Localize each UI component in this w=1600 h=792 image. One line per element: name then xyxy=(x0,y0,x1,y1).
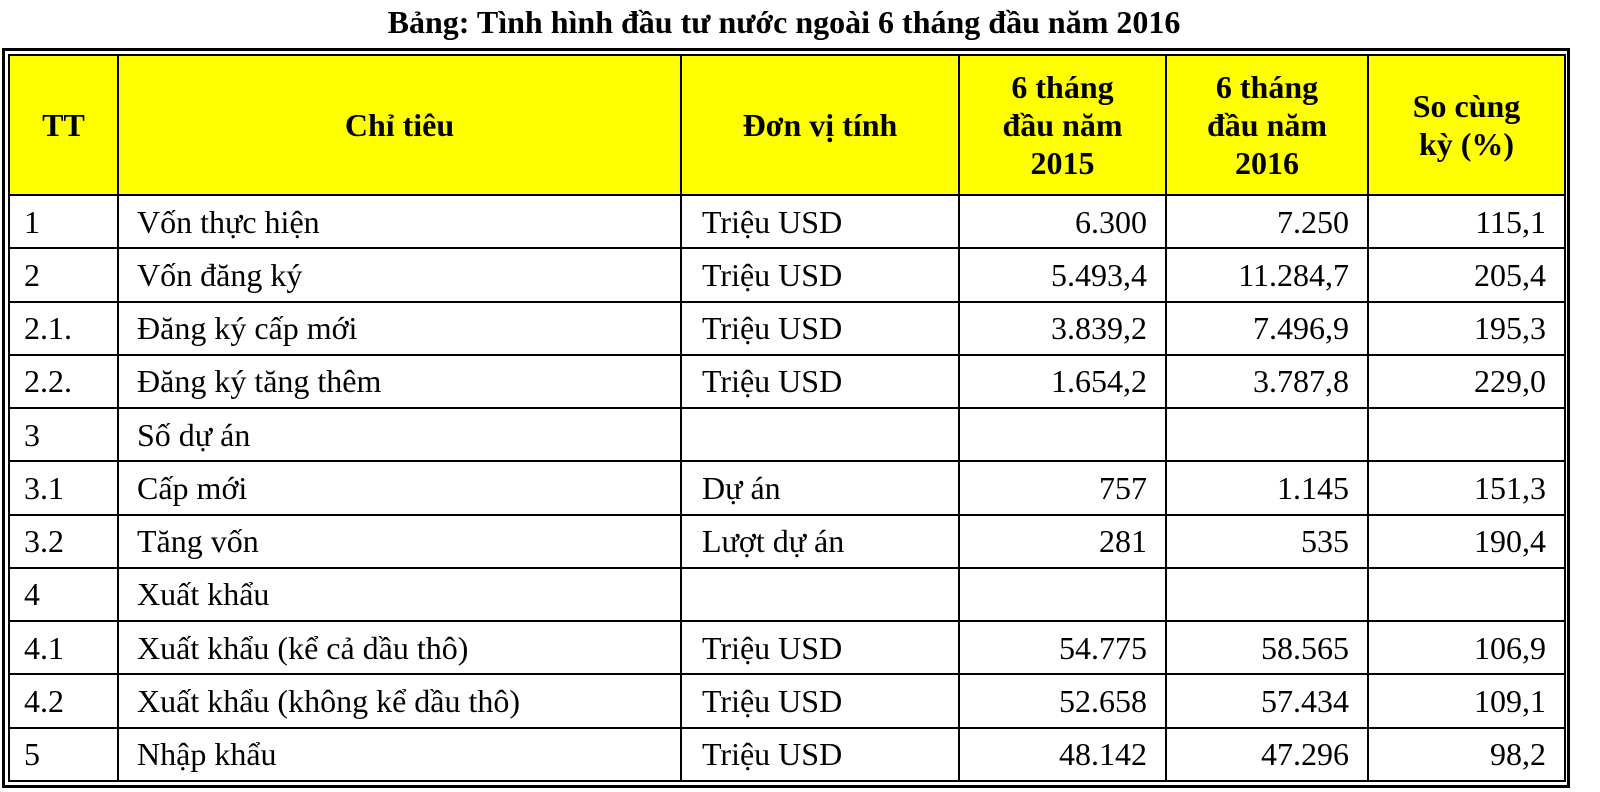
table-row: 2 Vốn đăng ký Triệu USD 5.493,4 11.284,7 205,… xyxy=(8,247,1566,303)
cell-unit: Triệu USD xyxy=(680,247,960,303)
cell-unit: Lượt dự án xyxy=(680,513,960,569)
cell-tt: 4.2 xyxy=(8,673,119,729)
cell-unit: Triệu USD xyxy=(680,300,960,356)
cell-tt: 2 xyxy=(8,247,119,303)
cell-unit: Triệu USD xyxy=(680,620,960,676)
cell-tt: 2.1. xyxy=(8,300,119,356)
cell-v2015: 5.493,4 xyxy=(958,247,1167,303)
cell-v2015: 1.654,2 xyxy=(958,353,1167,410)
header-2016-line: 6 tháng xyxy=(1215,69,1319,105)
header-tt: TT xyxy=(8,54,119,196)
cell-tt: 5 xyxy=(8,726,119,783)
cell-v2016: 535 xyxy=(1165,513,1369,569)
cell-yoy: 229,0 xyxy=(1367,353,1566,410)
header-2016: 6 tháng đầu năm 2016 xyxy=(1165,54,1369,196)
table-row: 4.1 Xuất khẩu (kể cả dầu thô) Triệu USD 54.… xyxy=(8,620,1566,676)
header-yoy-line: kỳ (%) xyxy=(1418,126,1515,162)
cell-v2015: 54.775 xyxy=(958,620,1167,676)
header-2016-line: 2016 xyxy=(1235,145,1299,181)
header-2016-line: đầu năm xyxy=(1206,107,1328,143)
table-row: 2.1. Đăng ký cấp mới Triệu USD 3.839,2 7.496… xyxy=(8,300,1566,356)
cell-tt: 2.2. xyxy=(8,353,119,410)
cell-v2015: 3.839,2 xyxy=(958,300,1167,356)
cell-unit xyxy=(680,566,960,623)
cell-tt: 4 xyxy=(8,566,119,623)
cell-v2016: 7.250 xyxy=(1165,193,1369,250)
header-2015-line: đầu năm xyxy=(1002,107,1123,143)
cell-indicator: Vốn đăng ký xyxy=(117,247,682,303)
cell-yoy xyxy=(1367,566,1566,623)
cell-v2015 xyxy=(958,566,1167,623)
cell-v2015 xyxy=(958,407,1167,463)
cell-v2016 xyxy=(1165,566,1369,623)
cell-unit: Dự án xyxy=(680,460,960,516)
table-frame: TT Chỉ tiêu Đơn vị tính 6 tháng đầu năm 20… xyxy=(2,48,1570,788)
cell-v2016: 1.145 xyxy=(1165,460,1369,516)
cell-v2016: 11.284,7 xyxy=(1165,247,1369,303)
table-row: 4.2 Xuất khẩu (không kể dầu thô) Triệu USD… xyxy=(8,673,1566,729)
cell-indicator: Tăng vốn xyxy=(117,513,682,569)
cell-v2016: 58.565 xyxy=(1165,620,1369,676)
table-row: 3.2 Tăng vốn Lượt dự án 281 535 190,4 xyxy=(8,513,1566,569)
cell-unit: Triệu USD xyxy=(680,726,960,783)
header-indicator: Chỉ tiêu xyxy=(117,54,682,196)
table-row: 4 Xuất khẩu xyxy=(8,566,1566,623)
cell-yoy: 205,4 xyxy=(1367,247,1566,303)
investment-table: TT Chỉ tiêu Đơn vị tính 6 tháng đầu năm 20… xyxy=(8,54,1566,783)
cell-v2016: 47.296 xyxy=(1165,726,1369,783)
table-row: 1 Vốn thực hiện Triệu USD 6.300 7.250 115,1 xyxy=(8,193,1566,250)
table-row: 3.1 Cấp mới Dự án 757 1.145 151,3 xyxy=(8,460,1566,516)
cell-v2016 xyxy=(1165,407,1369,463)
cell-unit xyxy=(680,407,960,463)
cell-yoy: 190,4 xyxy=(1367,513,1566,569)
cell-yoy xyxy=(1367,407,1566,463)
cell-indicator: Đăng ký cấp mới xyxy=(117,300,682,356)
cell-indicator: Vốn thực hiện xyxy=(117,193,682,250)
cell-tt: 3.2 xyxy=(8,513,119,569)
cell-indicator: Đăng ký tăng thêm xyxy=(117,353,682,410)
cell-yoy: 151,3 xyxy=(1367,460,1566,516)
cell-unit: Triệu USD xyxy=(680,673,960,729)
cell-yoy: 109,1 xyxy=(1367,673,1566,729)
header-row: TT Chỉ tiêu Đơn vị tính 6 tháng đầu năm 20… xyxy=(8,54,1566,196)
cell-v2015: 6.300 xyxy=(958,193,1167,250)
table-row: 5 Nhập khẩu Triệu USD 48.142 47.296 98,2 xyxy=(8,726,1566,783)
cell-indicator: Nhập khẩu xyxy=(117,726,682,783)
cell-v2015: 52.658 xyxy=(958,673,1167,729)
cell-indicator: Xuất khẩu (kể cả dầu thô) xyxy=(117,620,682,676)
cell-yoy: 115,1 xyxy=(1367,193,1566,250)
cell-indicator: Xuất khẩu (không kể dầu thô) xyxy=(117,673,682,729)
cell-v2015: 48.142 xyxy=(958,726,1167,783)
cell-unit: Triệu USD xyxy=(680,193,960,250)
cell-yoy: 195,3 xyxy=(1367,300,1566,356)
cell-tt: 3 xyxy=(8,407,119,463)
cell-v2016: 7.496,9 xyxy=(1165,300,1369,356)
cell-indicator: Cấp mới xyxy=(117,460,682,516)
cell-yoy: 106,9 xyxy=(1367,620,1566,676)
header-2015-line: 2015 xyxy=(1030,145,1095,181)
cell-v2016: 57.434 xyxy=(1165,673,1369,729)
header-2015-line: 6 tháng xyxy=(1011,69,1114,105)
header-2015: 6 tháng đầu năm 2015 xyxy=(958,54,1167,196)
table-row: 3 Số dự án xyxy=(8,407,1566,463)
table-row: 2.2. Đăng ký tăng thêm Triệu USD 1.654,2 3.7… xyxy=(8,353,1566,410)
cell-v2015: 757 xyxy=(958,460,1167,516)
table-title: Bảng: Tình hình đầu tư nước ngoài 6 thán… xyxy=(387,4,1181,40)
cell-tt: 3.1 xyxy=(8,460,119,516)
cell-tt: 4.1 xyxy=(8,620,119,676)
header-yoy: So cùng kỳ (%) xyxy=(1367,54,1566,196)
cell-indicator: Xuất khẩu xyxy=(117,566,682,623)
cell-yoy: 98,2 xyxy=(1367,726,1566,783)
header-yoy-line: So cùng xyxy=(1412,88,1521,124)
cell-indicator: Số dự án xyxy=(117,407,682,463)
cell-tt: 1 xyxy=(8,193,119,250)
header-unit: Đơn vị tính xyxy=(680,54,960,196)
cell-v2015: 281 xyxy=(958,513,1167,569)
cell-v2016: 3.787,8 xyxy=(1165,353,1369,410)
cell-unit: Triệu USD xyxy=(680,353,960,410)
